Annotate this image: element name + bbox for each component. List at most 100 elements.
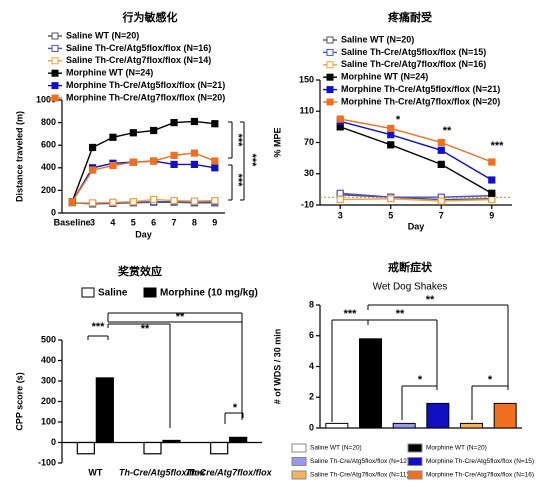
y-tick-label: 70: [304, 137, 314, 147]
x-tick-label: 3: [90, 217, 95, 227]
x-tick-label: 9: [489, 210, 494, 220]
marker: [190, 197, 199, 205]
legend-marker: [326, 73, 334, 81]
marker: [190, 149, 199, 157]
annotation: **: [141, 323, 150, 335]
legend-label: Saline Th-Cre/Atg7flox/flox (N=14): [66, 55, 211, 65]
bar: [95, 377, 114, 444]
bar: [359, 338, 382, 429]
annotation: *: [233, 402, 238, 414]
y-tick-label: 2: [309, 392, 314, 402]
marker: [336, 189, 344, 197]
x-tick-label: 5: [131, 217, 136, 227]
x-axis-label: Day: [408, 221, 425, 231]
y-tick-label: -10: [301, 199, 314, 209]
series-line: [339, 126, 493, 194]
y-tick-label: 500: [41, 334, 56, 344]
series-line: [340, 194, 492, 201]
marker: [150, 195, 158, 204]
x-tick-label: Baseline: [54, 217, 91, 227]
annotation: ***: [232, 134, 244, 148]
legend-marker: [51, 82, 59, 90]
annotation: ***: [232, 174, 244, 188]
y-tick-label: 200: [41, 396, 56, 406]
chart-subtitle: Wet Dog Shakes: [373, 282, 448, 293]
series-line: [340, 118, 493, 163]
series-line: [340, 120, 493, 181]
marker: [170, 160, 178, 169]
annotation: **: [443, 125, 452, 137]
marker: [387, 195, 395, 203]
legend-swatch: [291, 470, 307, 480]
bar: [162, 439, 181, 444]
x-tick-label: 8: [192, 217, 197, 227]
marker: [387, 131, 395, 139]
marker: [88, 199, 97, 207]
legend-marker: [326, 61, 334, 69]
y-axis-label: % MPE: [272, 127, 282, 157]
chart-title: 行为敏感化: [122, 10, 178, 24]
bar: [325, 422, 349, 429]
legend-label: Morphine Th-Cre/Atg5flox/flox (N=15): [426, 458, 534, 465]
y-tick-label: 1000: [36, 94, 56, 104]
x-tick-label: 5: [388, 210, 393, 220]
marker: [109, 133, 117, 141]
bar: [392, 422, 416, 429]
series-line: [340, 198, 492, 202]
marker: [88, 166, 97, 174]
annotation: *: [488, 374, 493, 386]
marker: [437, 146, 445, 154]
y-tick-label: 0: [51, 207, 56, 217]
x-tick-label: 7: [439, 210, 444, 220]
legend-label: Saline WT (N=20): [310, 445, 362, 452]
x-tick-label: Th-Cre/Atg7flox/flox: [186, 467, 273, 477]
x-tick-label: 6: [151, 217, 156, 227]
annotation: ***: [92, 321, 106, 333]
annotation: ***: [246, 154, 258, 168]
y-tick-label: 100: [41, 416, 56, 426]
x-tick-label: Th-Cre/Atg5flox/flox: [119, 467, 206, 477]
legend-marker: [326, 98, 334, 106]
annotation: *: [396, 114, 401, 126]
marker: [68, 198, 76, 206]
chart-title: 奖赏效应: [118, 264, 162, 278]
x-tick-label: 9: [212, 217, 217, 227]
marker: [488, 195, 496, 204]
bar: [210, 441, 229, 455]
y-tick-label: 0: [309, 422, 314, 432]
y-tick-label: 8: [309, 299, 314, 309]
marker: [336, 195, 344, 204]
marker: [211, 164, 219, 172]
legend-label: Morphine WT (N=20): [426, 445, 487, 452]
marker: [437, 197, 445, 205]
legend-label: Morphine Th-Cre/Atg7flox/flox (N=20): [341, 96, 500, 106]
bar: [76, 441, 95, 455]
y-axis-label: CPP score (s): [14, 372, 24, 430]
legend-swatch: [407, 443, 423, 453]
legend-label: Saline Th-Cre/Atg7flox/flox (N=16): [341, 59, 486, 69]
marker: [150, 126, 158, 135]
y-tick-label: 600: [41, 140, 56, 150]
legend-label: Morphine Th-Cre/Atg5flox/flox (N=21): [66, 80, 225, 90]
legend-marker: [51, 69, 59, 77]
legend-label: Morphine Th-Cre/Atg7flox/flox (N=16): [426, 472, 534, 479]
marker: [387, 141, 395, 149]
y-tick-label: 800: [41, 117, 56, 127]
legend-marker: [51, 32, 59, 40]
legend-marker: [51, 44, 59, 52]
marker: [211, 157, 219, 165]
annotation: **: [176, 311, 185, 323]
legend-label: Saline Th-Cre/Atg5flox/flox (N=15): [341, 47, 486, 57]
marker: [437, 138, 445, 147]
legend-marker: [326, 36, 334, 44]
marker: [437, 160, 445, 168]
chart-title: 疼痛耐受: [388, 10, 432, 24]
marker: [488, 176, 496, 184]
x-tick-label: 7: [172, 217, 177, 227]
annotation: **: [396, 308, 405, 320]
x-tick-label: 4: [110, 217, 115, 227]
legend-swatch: [143, 287, 157, 298]
y-tick-label: 400: [41, 355, 56, 365]
y-tick-label: 150: [299, 74, 314, 84]
marker: [170, 196, 178, 205]
